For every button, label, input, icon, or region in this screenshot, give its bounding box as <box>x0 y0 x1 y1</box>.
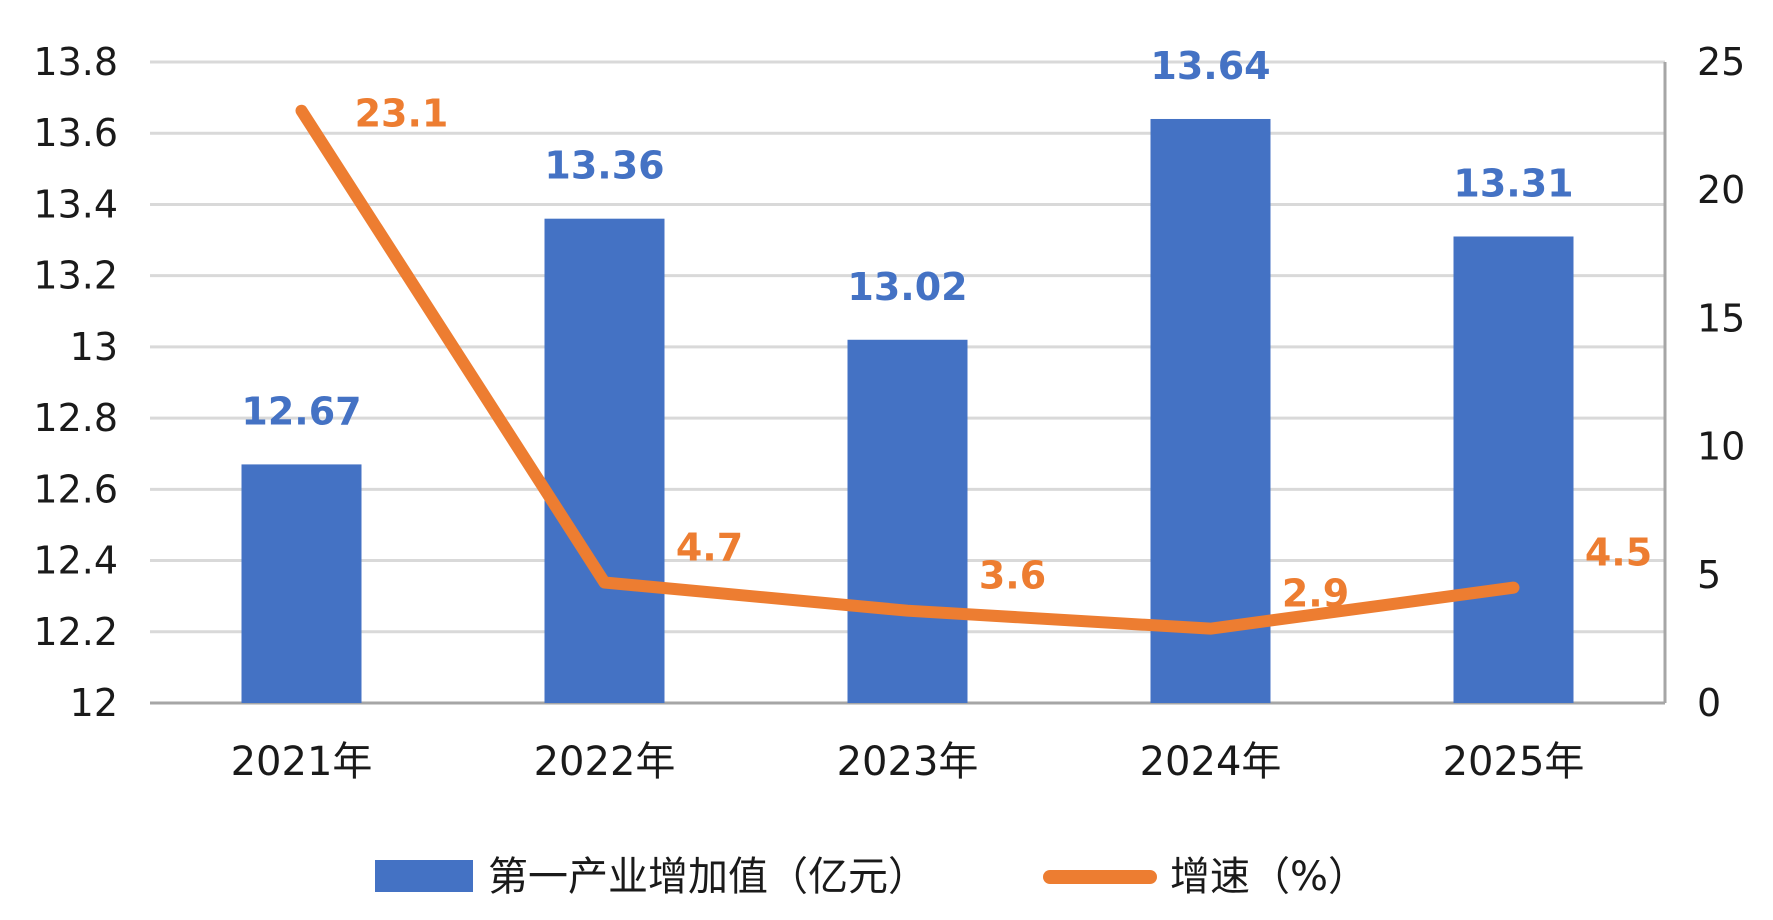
right-tick-label: 0 <box>1697 681 1721 725</box>
category-label: 2021年 <box>231 739 373 785</box>
legend: 第一产业增加值（亿元） 增速（%） <box>375 854 1368 900</box>
line-value-label: 2.9 <box>1282 572 1349 616</box>
legend-swatch-bar <box>375 860 473 892</box>
right-tick-label: 10 <box>1697 425 1745 469</box>
category-label: 2023年 <box>837 739 979 785</box>
line-value-label: 4.5 <box>1585 531 1652 575</box>
bars-group <box>241 118 1574 703</box>
right-tick-label: 20 <box>1697 168 1745 212</box>
line-value-label: 23.1 <box>355 92 449 136</box>
bar <box>1453 236 1574 703</box>
bar <box>241 464 362 703</box>
legend-label-line: 增速（%） <box>1170 854 1368 900</box>
left-axis-ticks: 12 12.2 12.4 12.6 12.8 13 13.2 13.4 13.6 13.8 <box>33 40 118 725</box>
bar-value-label: 13.64 <box>1150 44 1270 88</box>
line-group <box>295 104 1520 635</box>
bar <box>544 218 665 703</box>
left-tick-label: 12 <box>70 681 118 725</box>
left-tick-label: 13.8 <box>33 40 118 84</box>
left-tick-label: 13 <box>70 325 118 369</box>
bar <box>1150 118 1271 703</box>
right-axis-ticks: 0 5 10 15 20 25 <box>1697 40 1745 725</box>
left-tick-label: 12.6 <box>33 467 118 511</box>
bar <box>847 339 968 703</box>
growth-line <box>295 104 1520 635</box>
left-tick-label: 12.2 <box>33 610 118 654</box>
bar-value-label: 13.31 <box>1453 161 1573 205</box>
left-tick-label: 13.6 <box>33 111 118 155</box>
category-label: 2024年 <box>1140 739 1282 785</box>
bar-value-label: 12.67 <box>241 389 361 433</box>
left-tick-label: 13.2 <box>33 254 118 298</box>
left-tick-label: 12.8 <box>33 396 118 440</box>
left-tick-label: 13.4 <box>33 182 118 226</box>
legend-label-bar: 第一产业增加值（亿元） <box>488 854 928 900</box>
category-label: 2022年 <box>534 739 676 785</box>
right-tick-label: 15 <box>1697 296 1745 340</box>
left-tick-label: 12.4 <box>33 539 118 583</box>
right-tick-label: 5 <box>1697 553 1721 597</box>
data-labels: 12.67 13.36 13.02 13.64 13.31 23.1 4.7 3.6 2.9 4.… <box>241 44 1652 616</box>
category-label: 2025年 <box>1443 739 1585 785</box>
line-value-label: 3.6 <box>979 554 1046 598</box>
line-value-label: 4.7 <box>676 525 743 569</box>
bar-value-label: 13.02 <box>847 265 967 309</box>
category-labels: 2021年 2022年 2023年 2024年 2025年 <box>231 739 1585 785</box>
bar-value-label: 13.36 <box>544 144 664 188</box>
right-tick-label: 25 <box>1697 40 1745 84</box>
